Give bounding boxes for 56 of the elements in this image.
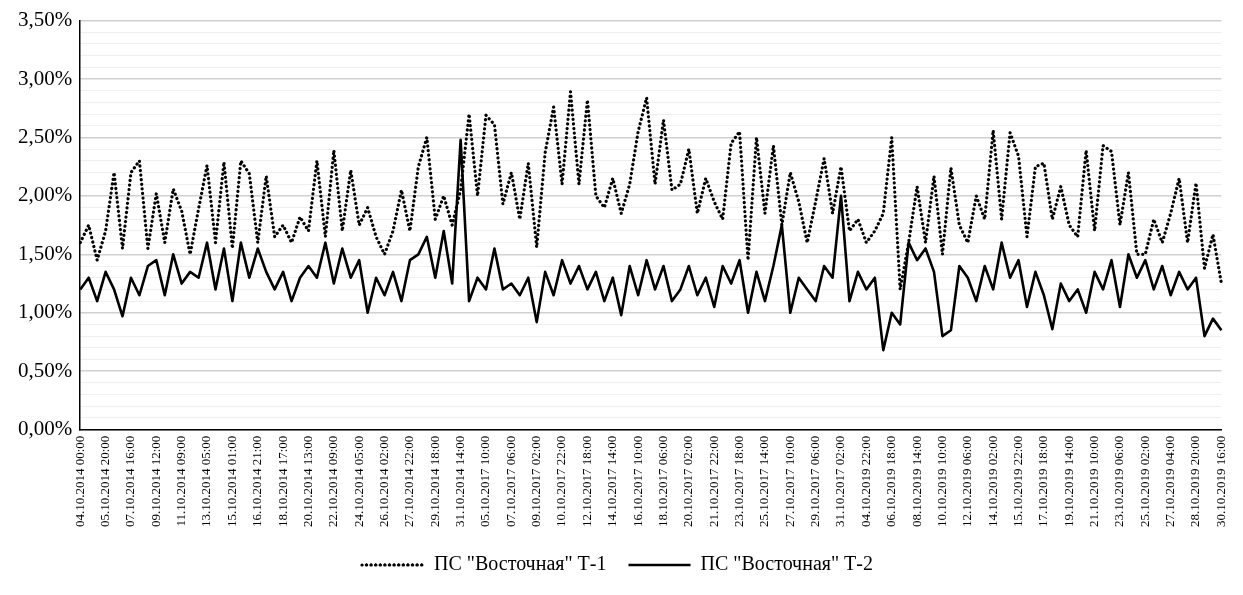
x-tick-label: 16.10.2014 21:00	[249, 435, 265, 528]
x-tick-label: 19.10.2019 14:00	[1060, 435, 1076, 528]
x-tick-label: 15.10.2019 22:00	[1009, 435, 1025, 528]
x-tick-label: 08.10.2019 14:00	[908, 435, 924, 528]
x-tick-label: 17.10.2019 18:00	[1035, 435, 1051, 528]
x-tick-label: 27.10.2014 22:00	[401, 435, 417, 528]
x-tick-label: 25.10.2017 14:00	[756, 435, 772, 528]
x-tick-label: 21.10.2019 10:00	[1086, 435, 1102, 528]
x-tick-label: 29.10.2014 18:00	[426, 435, 442, 528]
x-tick-label: 04.10.2019 22:00	[857, 435, 873, 528]
x-tick-label: 16.10.2017 10:00	[629, 435, 645, 528]
x-tick-label: 05.10.2017 10:00	[477, 435, 493, 528]
x-tick-label: 31.10.2017 02:00	[832, 435, 848, 528]
x-tick-label: 09.10.2014 12:00	[147, 435, 163, 528]
y-tick-label: 1,50%	[17, 240, 73, 265]
x-tick-label: 31.10.2014 14:00	[452, 435, 468, 528]
x-tick-label: 10.10.2019 10:00	[933, 435, 949, 528]
x-tick-label: 27.10.2019 04:00	[1162, 435, 1178, 528]
x-tick-label: 29.10.2017 06:00	[807, 435, 823, 528]
x-tick-label: 06.10.2019 18:00	[883, 435, 899, 528]
x-tick-label: 12.10.2017 18:00	[578, 435, 594, 528]
x-tick-label: 14.10.2017 14:00	[604, 435, 620, 528]
legend-label: ПС "Восточная" Т-1	[434, 552, 607, 575]
x-tick-label: 23.10.2019 06:00	[1111, 435, 1127, 528]
x-tick-label: 28.10.2019 20:00	[1187, 435, 1203, 528]
x-tick-label: 07.10.2014 16:00	[122, 435, 138, 528]
x-tick-label: 18.10.2017 06:00	[654, 435, 670, 528]
x-tick-label: 13.10.2014 05:00	[198, 435, 214, 528]
x-tick-label: 20.10.2014 13:00	[299, 435, 315, 528]
x-tick-label: 22.10.2014 09:00	[325, 435, 341, 528]
y-tick-label: 3,50%	[17, 7, 73, 32]
x-tick-label: 20.10.2017 02:00	[680, 435, 696, 528]
x-tick-label: 25.10.2019 02:00	[1136, 435, 1152, 528]
y-tick-label: 1,00%	[17, 299, 73, 324]
y-tick-label: 3,00%	[17, 65, 73, 90]
y-tick-label: 0,00%	[17, 416, 73, 441]
legend-label: ПС "Восточная" Т-2	[700, 552, 873, 575]
x-tick-label: 21.10.2017 22:00	[705, 435, 721, 528]
x-tick-label: 05.10.2014 20:00	[97, 435, 113, 528]
x-tick-label: 26.10.2014 02:00	[375, 435, 391, 528]
x-tick-label: 15.10.2014 01:00	[223, 435, 239, 528]
y-tick-label: 0,50%	[17, 357, 73, 382]
x-tick-label: 23.10.2017 18:00	[731, 435, 746, 528]
x-tick-label: 10.10.2017 22:00	[553, 435, 569, 528]
x-tick-label: 09.10.2017 02:00	[528, 435, 544, 528]
x-tick-label: 04.10.2014 00:00	[71, 435, 87, 528]
x-tick-label: 30.10.2019 16:00	[1212, 435, 1228, 528]
x-tick-label: 18.10.2014 17:00	[274, 435, 290, 528]
x-tick-label: 24.10.2014 05:00	[350, 435, 366, 528]
y-tick-label: 2,50%	[17, 123, 73, 148]
x-tick-label: 14.10.2019 02:00	[984, 435, 1000, 528]
x-tick-label: 07.10.2017 06:00	[502, 435, 518, 528]
x-tick-label: 11.10.2014 09:00	[173, 435, 189, 527]
x-tick-label: 27.10.2017 10:00	[781, 435, 797, 528]
x-tick-label: 12.10.2019 06:00	[959, 435, 975, 528]
y-tick-label: 2,00%	[17, 182, 73, 207]
